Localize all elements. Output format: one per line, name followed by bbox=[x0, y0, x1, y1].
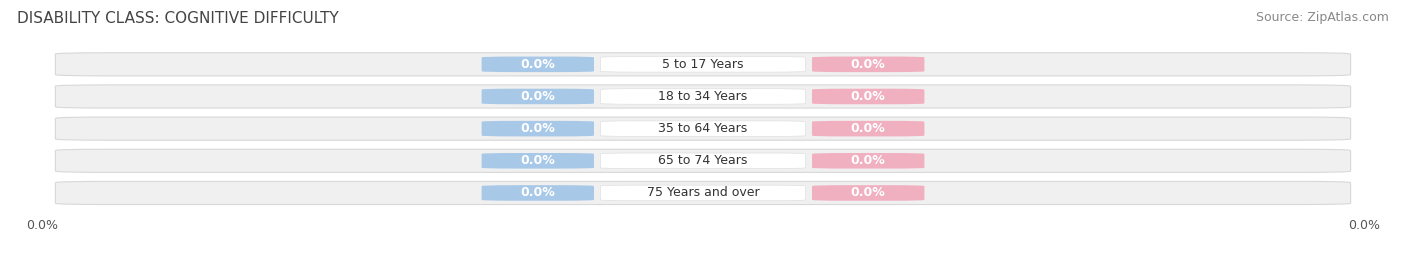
FancyBboxPatch shape bbox=[600, 185, 806, 201]
FancyBboxPatch shape bbox=[600, 89, 806, 104]
FancyBboxPatch shape bbox=[813, 153, 924, 169]
FancyBboxPatch shape bbox=[55, 181, 1351, 204]
FancyBboxPatch shape bbox=[813, 121, 924, 136]
Text: 75 Years and over: 75 Years and over bbox=[647, 187, 759, 199]
Text: 0.0%: 0.0% bbox=[520, 90, 555, 103]
Text: 65 to 74 Years: 65 to 74 Years bbox=[658, 154, 748, 167]
Text: 0.0%: 0.0% bbox=[520, 122, 555, 135]
FancyBboxPatch shape bbox=[55, 149, 1351, 172]
Text: 0.0%: 0.0% bbox=[851, 58, 886, 71]
FancyBboxPatch shape bbox=[482, 89, 593, 104]
Text: 35 to 64 Years: 35 to 64 Years bbox=[658, 122, 748, 135]
FancyBboxPatch shape bbox=[55, 85, 1351, 108]
Text: Source: ZipAtlas.com: Source: ZipAtlas.com bbox=[1256, 11, 1389, 24]
Text: 0.0%: 0.0% bbox=[851, 122, 886, 135]
FancyBboxPatch shape bbox=[813, 89, 924, 104]
FancyBboxPatch shape bbox=[482, 121, 593, 136]
Text: 0.0%: 0.0% bbox=[520, 58, 555, 71]
FancyBboxPatch shape bbox=[600, 57, 806, 72]
Text: 18 to 34 Years: 18 to 34 Years bbox=[658, 90, 748, 103]
Text: 5 to 17 Years: 5 to 17 Years bbox=[662, 58, 744, 71]
Text: 0.0%: 0.0% bbox=[851, 154, 886, 167]
Text: 0.0%: 0.0% bbox=[520, 154, 555, 167]
FancyBboxPatch shape bbox=[813, 185, 924, 201]
FancyBboxPatch shape bbox=[600, 121, 806, 136]
FancyBboxPatch shape bbox=[482, 153, 593, 169]
FancyBboxPatch shape bbox=[482, 185, 593, 201]
Text: DISABILITY CLASS: COGNITIVE DIFFICULTY: DISABILITY CLASS: COGNITIVE DIFFICULTY bbox=[17, 11, 339, 26]
FancyBboxPatch shape bbox=[482, 57, 593, 72]
FancyBboxPatch shape bbox=[55, 53, 1351, 76]
Text: 0.0%: 0.0% bbox=[851, 187, 886, 199]
Legend: Male, Female: Male, Female bbox=[633, 263, 773, 268]
Text: 0.0%: 0.0% bbox=[851, 90, 886, 103]
FancyBboxPatch shape bbox=[55, 117, 1351, 140]
FancyBboxPatch shape bbox=[600, 153, 806, 169]
Text: 0.0%: 0.0% bbox=[520, 187, 555, 199]
FancyBboxPatch shape bbox=[813, 57, 924, 72]
